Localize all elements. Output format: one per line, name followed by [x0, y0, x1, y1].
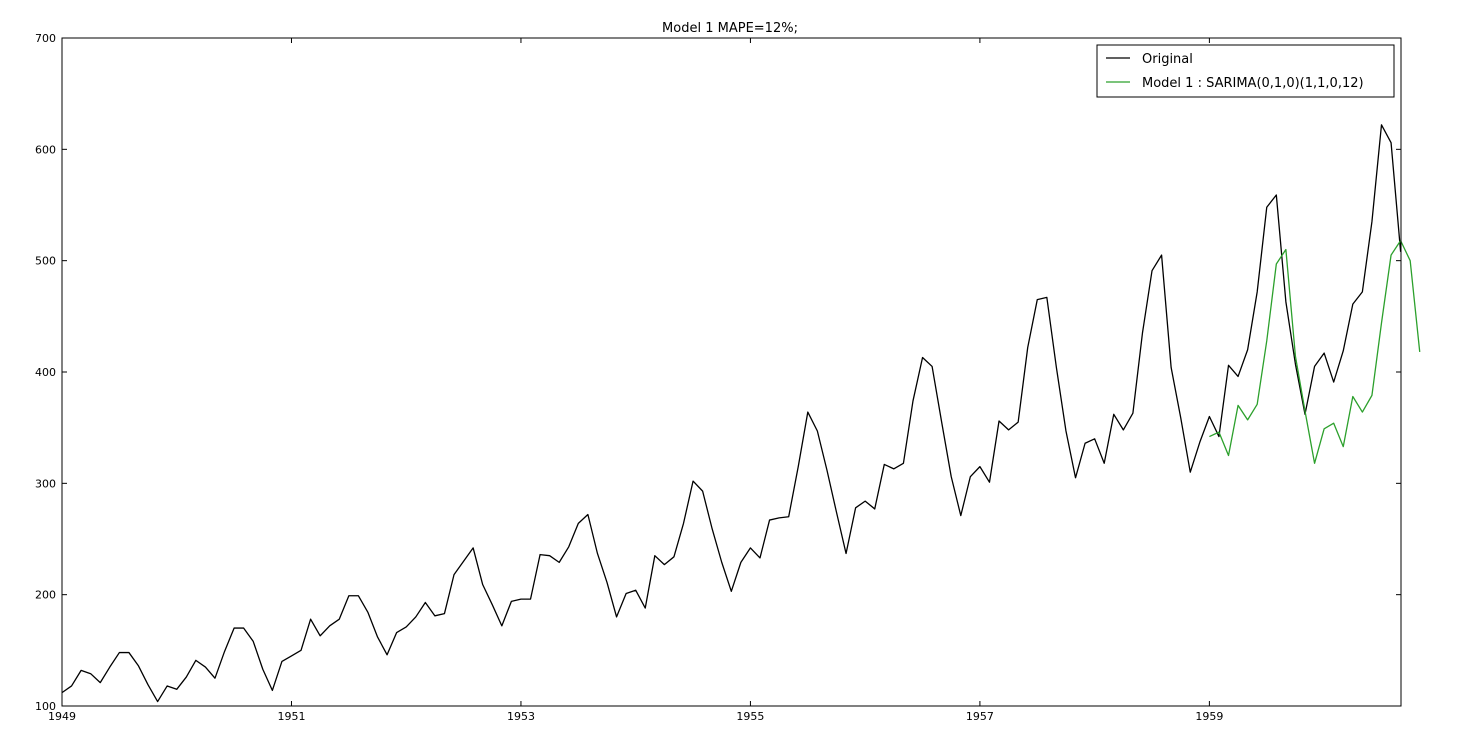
x-tick-label: 1959 — [1195, 710, 1223, 723]
x-tick-label: 1953 — [507, 710, 535, 723]
plot-lines — [61, 124, 1421, 703]
legend-label-model-1: Model 1 : SARIMA(0,1,0)(1,1,0,12) — [1142, 76, 1364, 91]
y-tick-label: 100 — [35, 700, 56, 713]
axis-ticks: 1949 1951 1953 1955 1957 1959 100 200 300 400 500 6… — [35, 32, 1401, 723]
y-tick-label: 300 — [35, 477, 56, 490]
y-tick-label: 700 — [35, 32, 56, 45]
x-tick-label: 1955 — [736, 710, 764, 723]
x-tick-label: 1949 — [48, 710, 76, 723]
legend-label-original: Original — [1142, 52, 1193, 67]
legend-box — [1096, 44, 1395, 98]
y-tick-label: 400 — [35, 366, 56, 379]
y-tick-label: 600 — [35, 143, 56, 156]
chart-title: Model 1 MAPE=12%; — [662, 21, 798, 36]
x-tick-label: 1957 — [966, 710, 994, 723]
y-tick-label: 500 — [35, 255, 56, 268]
series-line-original — [61, 124, 1402, 703]
plot-frame — [61, 37, 1402, 707]
legend: Original Model 1 : SARIMA(0,1,0)(1,1,0,1… — [1096, 44, 1395, 98]
x-tick-label: 1951 — [277, 710, 305, 723]
y-tick-label: 200 — [35, 589, 56, 602]
series-line-model-1 — [1209, 239, 1421, 464]
